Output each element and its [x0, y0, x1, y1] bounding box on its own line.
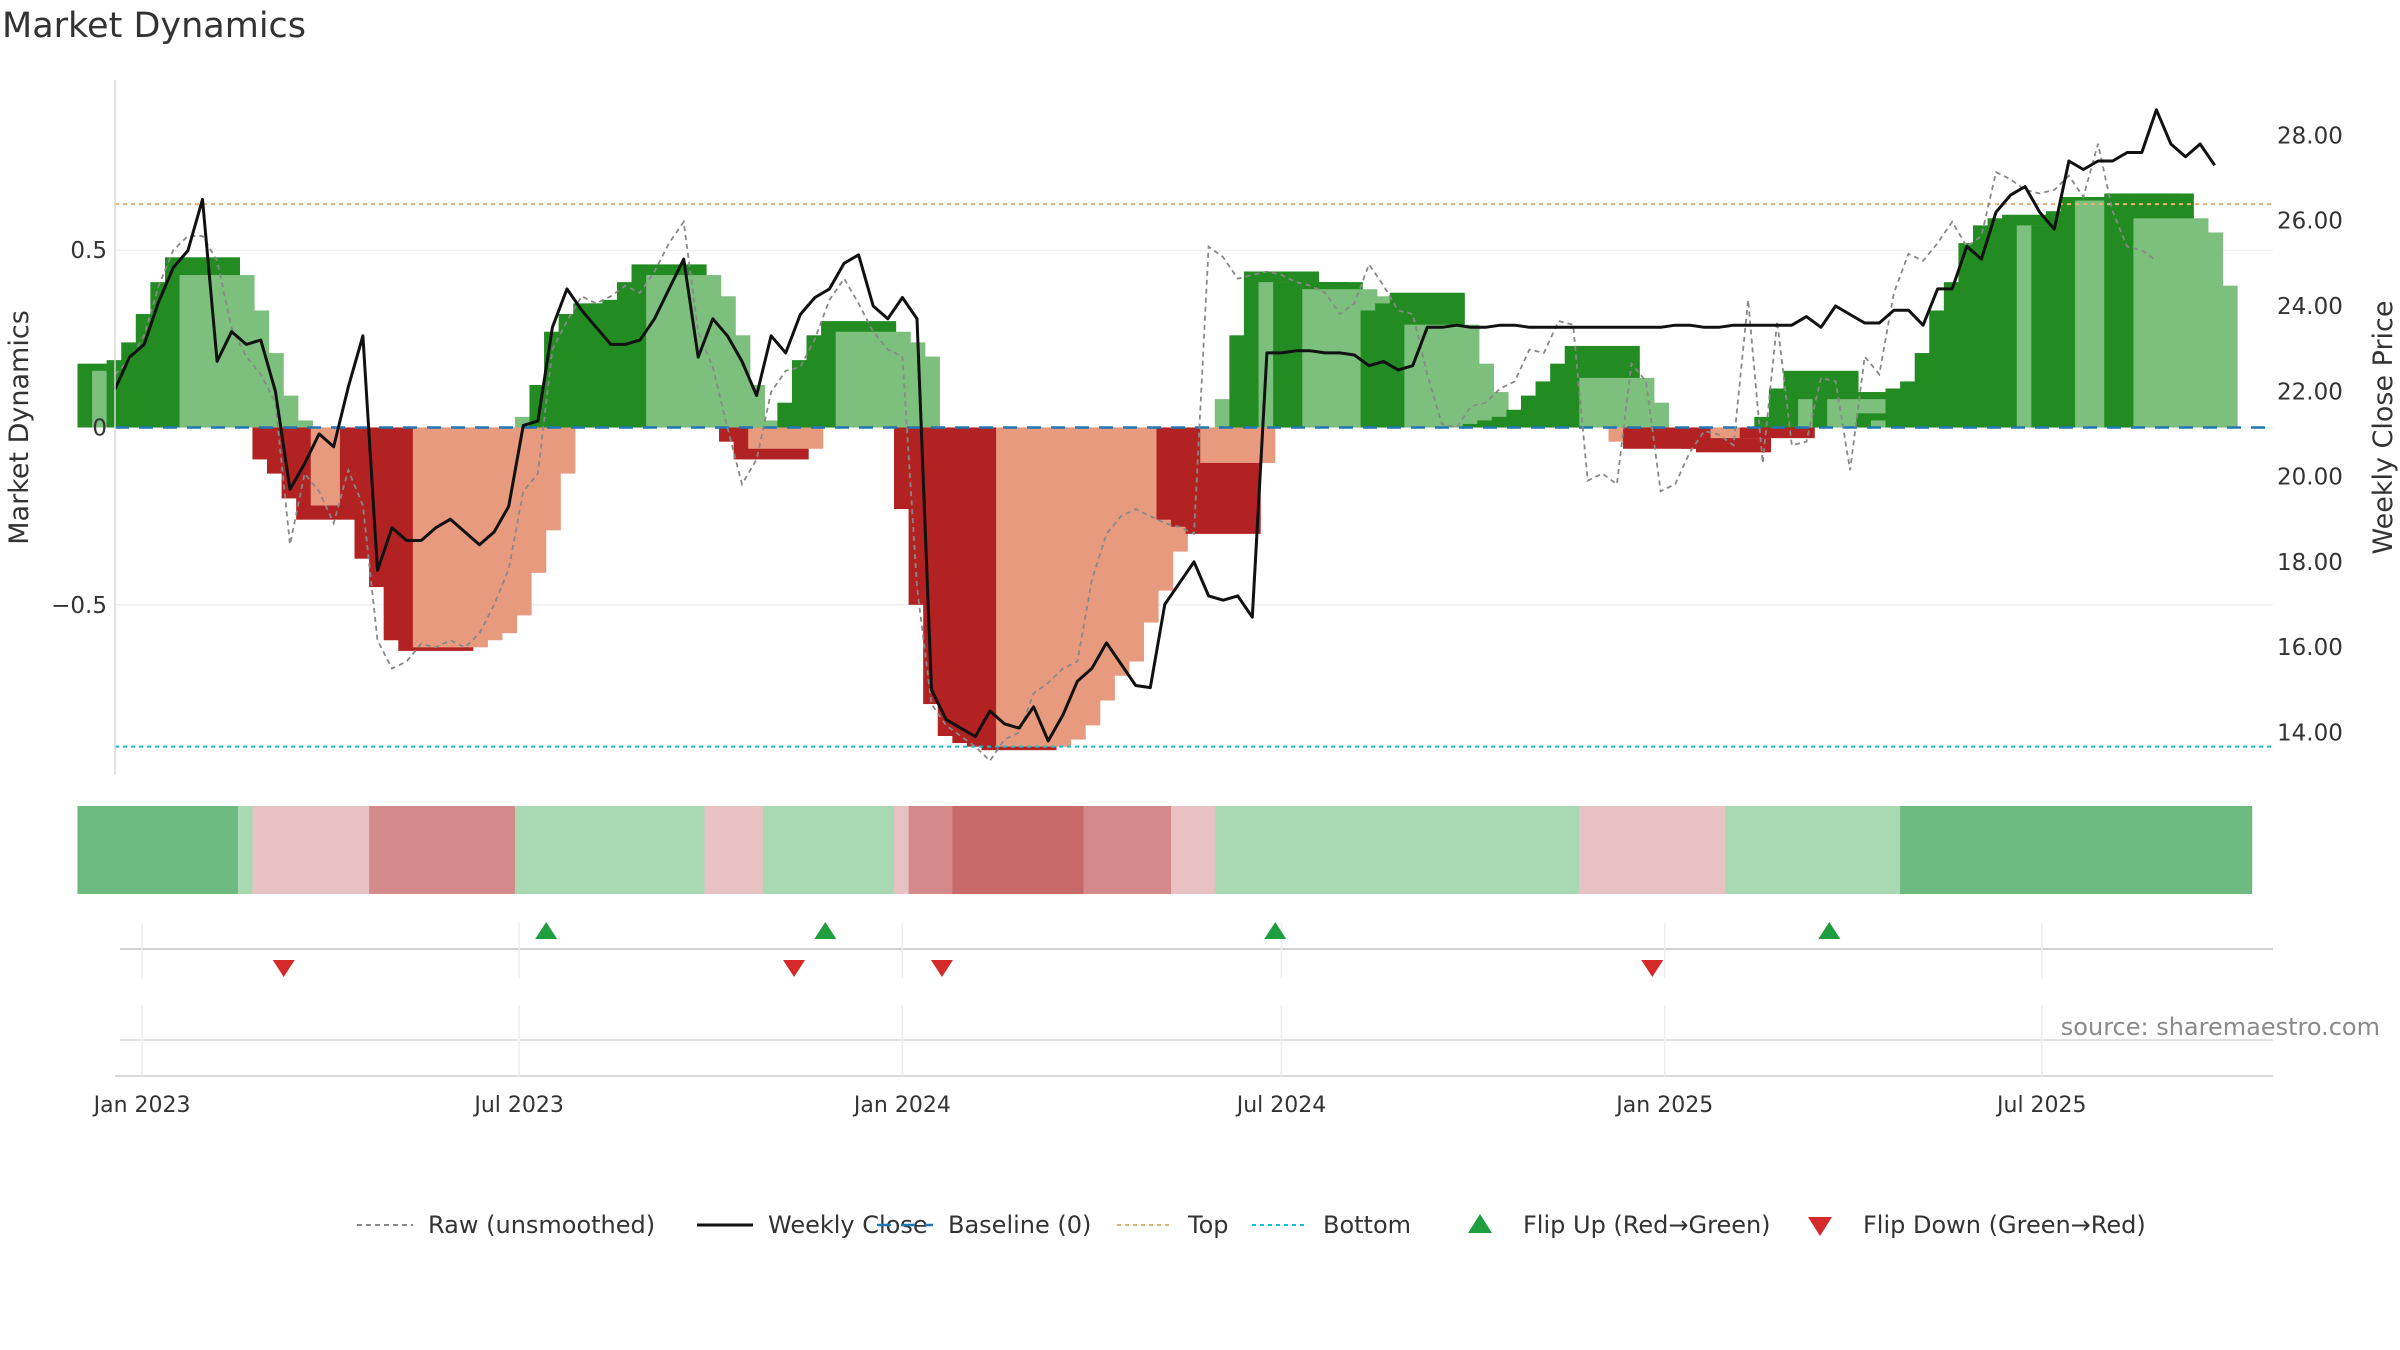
- legend-label: Flip Down (Green→Red): [1863, 1211, 2146, 1239]
- axes-layer: 0.5 0 −0.5 Market Dynamics 14.00 16.00 18.00 20…: [4, 80, 2399, 775]
- raw-series-line: [114, 143, 2157, 763]
- legend-swatch: [1468, 1214, 1492, 1233]
- y2-tick-label: 20.00: [2277, 465, 2343, 491]
- legend-item: Flip Up (Red→Green): [1468, 1211, 1771, 1239]
- bar: [1739, 427, 1815, 439]
- bar: [1593, 402, 1669, 428]
- y2-tick-label: 18.00: [2277, 550, 2343, 576]
- y2-tick-label: 24.00: [2277, 294, 2343, 320]
- x-tick-label: Jan 2025: [1614, 1093, 1713, 1118]
- flip-down-marker: [272, 960, 295, 977]
- flip-markers-panel: [120, 922, 2273, 978]
- flip-down-marker: [930, 960, 953, 977]
- bars-layer: [77, 193, 2238, 751]
- y2-tick-label: 26.00: [2277, 209, 2343, 235]
- legend: Raw (unsmoothed) Weekly Close Baseline (0)…: [357, 1211, 2146, 1239]
- bottom-panel: Jan 2023 Jul 2023 Jan 2024 Jul 2024 Jan 2025…: [92, 1005, 2273, 1118]
- x-tick-label: Jul 2023: [472, 1093, 564, 1118]
- flip-down-marker: [783, 960, 806, 977]
- legend-label: Raw (unsmoothed): [428, 1211, 655, 1239]
- flip-up-marker: [535, 922, 558, 939]
- legend-item: Bottom: [1252, 1211, 1411, 1239]
- regime-cell: [2177, 806, 2253, 894]
- y-tick-label: −0.5: [51, 593, 107, 619]
- bar: [748, 427, 824, 449]
- weekly-close-line: [113, 108, 2216, 743]
- legend-item: Flip Down (Green→Red): [1808, 1211, 2146, 1239]
- regime-strip: [77, 806, 2253, 894]
- x-tick-label: Jul 2025: [1995, 1093, 2087, 1118]
- y2-tick-label: 14.00: [2277, 720, 2343, 746]
- bar: [1200, 427, 1276, 463]
- y2-tick-label: 16.00: [2277, 635, 2343, 661]
- flip-up-marker: [814, 922, 837, 939]
- legend-label: Baseline (0): [948, 1211, 1091, 1239]
- bar: [237, 420, 313, 428]
- y-axis-label: Market Dynamics: [4, 310, 35, 545]
- legend-label: Flip Up (Red→Green): [1523, 1211, 1771, 1239]
- y-tick-label: 0.5: [70, 238, 107, 264]
- page-title: Market Dynamics: [2, 6, 307, 46]
- legend-item: Weekly Close: [697, 1211, 928, 1239]
- source-note: source: sharemaestro.com: [2060, 1013, 2380, 1041]
- y2-tick-label: 28.00: [2277, 123, 2343, 149]
- legend-label: Bottom: [1323, 1211, 1411, 1239]
- flip-up-marker: [1818, 922, 1841, 939]
- flip-up-marker: [1264, 922, 1287, 939]
- x-tick-label: Jan 2023: [92, 1093, 191, 1118]
- x-tick-label: Jan 2024: [852, 1093, 951, 1118]
- bar: [704, 420, 780, 428]
- y-tick-label: 0: [92, 416, 107, 442]
- legend-label: Top: [1187, 1211, 1229, 1239]
- legend-item: Top: [1117, 1211, 1229, 1239]
- y2-tick-label: 22.00: [2277, 379, 2343, 405]
- legend-item: Raw (unsmoothed): [357, 1211, 655, 1239]
- legend-swatch: [1808, 1217, 1832, 1236]
- flip-down-marker: [1641, 960, 1664, 977]
- legend-item: Baseline (0): [877, 1211, 1091, 1239]
- x-tick-label: Jul 2024: [1235, 1093, 1327, 1118]
- bar: [2162, 285, 2238, 428]
- y2-axis-label: Weekly Close Price: [2368, 300, 2399, 554]
- bar: [500, 427, 576, 474]
- lines-layer: [113, 108, 2216, 763]
